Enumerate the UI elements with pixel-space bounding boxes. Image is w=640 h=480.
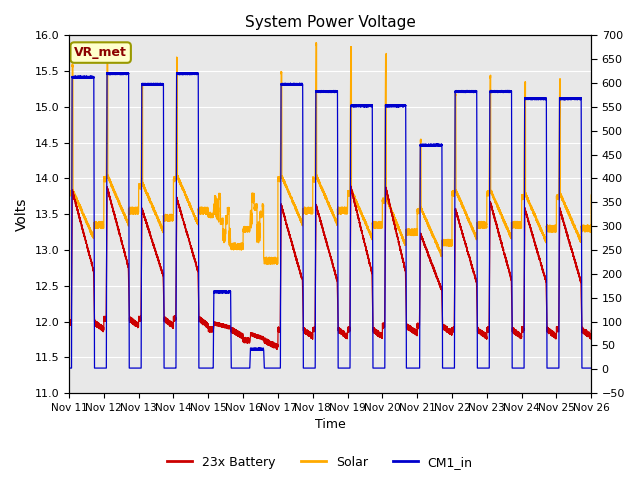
Solar bbox=[312, 40, 320, 46]
CM1_in bbox=[385, 102, 392, 108]
CM1_in bbox=[205, 365, 212, 371]
Solar bbox=[205, 212, 212, 218]
X-axis label: Time: Time bbox=[315, 419, 346, 432]
23x Battery bbox=[95, 325, 103, 331]
Solar bbox=[385, 200, 392, 206]
23x Battery bbox=[588, 327, 595, 333]
23x Battery bbox=[65, 320, 73, 326]
CM1_in bbox=[95, 365, 103, 371]
Title: System Power Voltage: System Power Voltage bbox=[244, 15, 415, 30]
Solar bbox=[65, 188, 73, 194]
CM1_in bbox=[65, 365, 73, 371]
Solar bbox=[392, 218, 400, 224]
Legend: 23x Battery, Solar, CM1_in: 23x Battery, Solar, CM1_in bbox=[163, 451, 477, 474]
Solar bbox=[579, 224, 586, 230]
CM1_in bbox=[477, 365, 485, 371]
Line: 23x Battery: 23x Battery bbox=[69, 186, 591, 349]
23x Battery bbox=[385, 198, 392, 204]
Solar bbox=[477, 223, 485, 228]
Y-axis label: Volts: Volts bbox=[15, 198, 29, 231]
23x Battery bbox=[273, 347, 280, 352]
CM1_in bbox=[588, 365, 595, 371]
23x Battery bbox=[579, 328, 586, 334]
Solar bbox=[95, 224, 103, 229]
23x Battery bbox=[347, 183, 355, 189]
23x Battery bbox=[392, 228, 400, 234]
23x Battery bbox=[205, 324, 212, 330]
CM1_in bbox=[392, 102, 400, 108]
CM1_in bbox=[579, 365, 586, 371]
Solar bbox=[273, 262, 281, 267]
Line: Solar: Solar bbox=[69, 43, 591, 264]
Text: VR_met: VR_met bbox=[74, 46, 127, 59]
Line: CM1_in: CM1_in bbox=[69, 72, 591, 368]
CM1_in bbox=[187, 70, 195, 75]
Solar bbox=[588, 192, 595, 198]
23x Battery bbox=[477, 327, 485, 333]
